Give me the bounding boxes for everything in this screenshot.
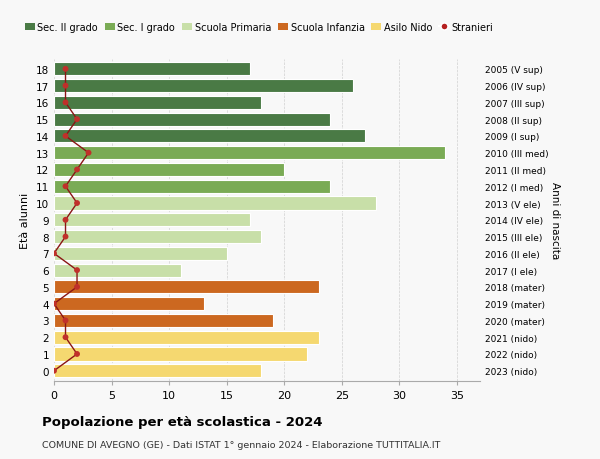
Point: [72, 116, 82, 123]
Bar: [54, 281, 319, 294]
Point: [61, 133, 70, 140]
Bar: [54, 347, 307, 361]
Bar: [54, 97, 261, 110]
Bar: [54, 214, 250, 227]
Point: [72, 351, 82, 358]
Point: [49, 367, 59, 375]
Bar: [54, 264, 181, 277]
Point: [61, 334, 70, 341]
Bar: [54, 63, 250, 76]
Point: [61, 183, 70, 190]
Bar: [54, 147, 445, 160]
Bar: [54, 230, 261, 244]
Bar: [54, 113, 331, 126]
Point: [49, 250, 59, 257]
Bar: [54, 331, 319, 344]
Point: [84, 150, 94, 157]
Point: [61, 233, 70, 241]
Point: [72, 284, 82, 291]
Legend: Sec. II grado, Sec. I grado, Scuola Primaria, Scuola Infanzia, Asilo Nido, Stran: Sec. II grado, Sec. I grado, Scuola Prim…: [25, 23, 494, 33]
Point: [61, 66, 70, 73]
Point: [72, 167, 82, 174]
Bar: [54, 314, 273, 327]
Y-axis label: Anni di nascita: Anni di nascita: [550, 182, 560, 259]
Point: [61, 317, 70, 325]
Bar: [54, 197, 376, 210]
Point: [49, 300, 59, 308]
Point: [61, 100, 70, 107]
Bar: [54, 163, 284, 177]
Point: [61, 83, 70, 90]
Point: [61, 217, 70, 224]
Bar: [54, 80, 353, 93]
Y-axis label: Età alunni: Età alunni: [20, 192, 31, 248]
Bar: [54, 297, 203, 311]
Text: Popolazione per età scolastica - 2024: Popolazione per età scolastica - 2024: [42, 415, 323, 428]
Bar: [54, 130, 365, 143]
Bar: [54, 364, 261, 377]
Point: [72, 267, 82, 274]
Point: [72, 200, 82, 207]
Bar: [54, 247, 227, 260]
Text: COMUNE DI AVEGNO (GE) - Dati ISTAT 1° gennaio 2024 - Elaborazione TUTTITALIA.IT: COMUNE DI AVEGNO (GE) - Dati ISTAT 1° ge…: [42, 440, 440, 449]
Bar: [54, 180, 331, 193]
